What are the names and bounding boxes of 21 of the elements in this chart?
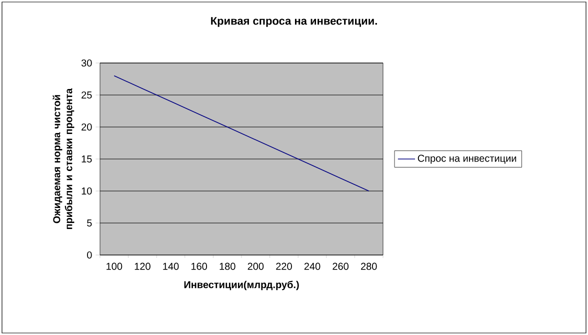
x-tick-label: 160	[191, 262, 208, 270]
y-tick-label: 10	[82, 187, 92, 195]
y-tick-label: 20	[82, 123, 92, 131]
x-axis-title: Инвестиции(млрд.руб.)	[184, 280, 299, 290]
x-tick-label: 200	[248, 262, 264, 270]
x-tick-label: 280	[361, 262, 377, 270]
x-tick-label: 120	[134, 262, 150, 270]
chart-title: Кривая спроса на инвестиции.	[211, 17, 377, 27]
y-tick-label: 0	[87, 251, 92, 259]
legend-label: Спрос на инвестиции	[418, 154, 516, 164]
y-tick-label: 30	[81, 59, 92, 67]
x-tick-label: 240	[304, 262, 320, 270]
x-tick-label: 100	[106, 262, 122, 270]
x-tick-label: 180	[220, 262, 236, 270]
y-tick-label: 5	[87, 220, 92, 226]
y-tick-label: 25	[82, 91, 92, 99]
y-axis-title: Ожидаемая норма чистой прибыли и ставки процента	[52, 88, 74, 230]
x-tick-label: 260	[332, 262, 349, 270]
x-tick-label: 220	[276, 262, 292, 270]
y-tick-label: 15	[82, 156, 92, 162]
x-tick-label: 140	[163, 262, 179, 270]
